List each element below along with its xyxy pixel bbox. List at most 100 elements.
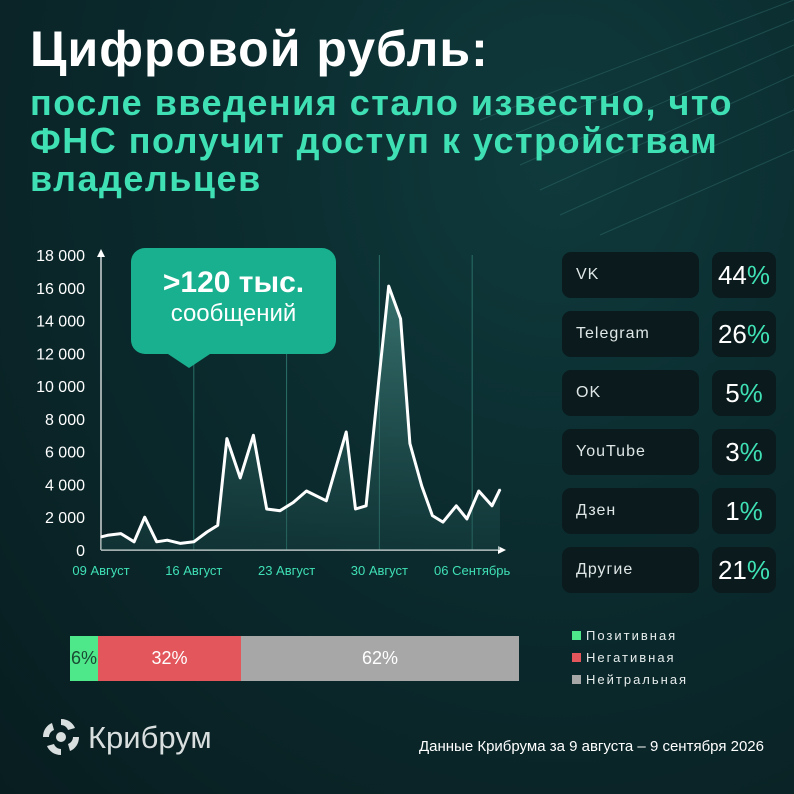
data-point: [442, 521, 444, 523]
messages-area-chart: 0 2 000 4 000 6 000 8 000 10 000 12 000 14 000 1…: [36, 248, 510, 578]
kribrum-logo-icon: [43, 719, 79, 755]
platform-percent-value: 5: [725, 378, 740, 408]
y-tick-label: 16 000: [36, 281, 85, 298]
x-tick-label: 09 Август: [72, 563, 129, 578]
legend-label: Позитивная: [586, 628, 678, 643]
x-tick-label: 30 Август: [351, 563, 408, 578]
platform-row-youtube: YouTube 3%: [562, 429, 776, 475]
y-tick-label: 12 000: [36, 346, 85, 363]
percent-sign: %: [746, 260, 771, 290]
platform-name: Другие: [562, 547, 699, 593]
x-tick-label: 23 Август: [258, 563, 315, 578]
data-point: [466, 518, 468, 520]
data-point: [179, 542, 182, 545]
data-point: [455, 505, 458, 507]
platform-percent-value: 21: [717, 555, 747, 585]
series-area: [101, 286, 500, 550]
data-point: [365, 505, 367, 507]
y-tick-label: 18 000: [36, 248, 85, 265]
data-point: [133, 541, 135, 543]
y-tick-label: 2 000: [45, 510, 85, 527]
platform-row-vk: VK 44%: [562, 252, 776, 298]
platform-name: VK: [562, 252, 699, 298]
data-point: [292, 501, 295, 504]
legend-label: Нейтральная: [586, 672, 689, 687]
data-point: [399, 318, 402, 320]
platform-percent: 1%: [712, 488, 776, 534]
platform-row-other: Другие 21%: [562, 547, 776, 593]
platform-percent: 26%: [712, 311, 776, 357]
data-point: [216, 524, 219, 527]
logo-wordmark: Крибрум: [88, 720, 212, 755]
platform-percent-value: 44: [717, 260, 747, 290]
data-point: [206, 531, 208, 533]
platform-percent: 44%: [712, 252, 776, 298]
data-point: [239, 477, 241, 479]
sentiment-positive-segment: 6%: [70, 636, 98, 681]
sentiment-stacked-bar: 6% 32% 62%: [70, 636, 519, 681]
data-point: [100, 536, 102, 538]
callout-pointer: [165, 352, 213, 368]
legend-label: Негативная: [586, 650, 676, 665]
percent-sign: %: [739, 378, 763, 408]
platform-percent: 3%: [712, 429, 776, 475]
platform-row-dzen: Дзен 1%: [562, 488, 776, 534]
callout-sub-label: сообщений: [170, 300, 297, 327]
data-point: [106, 534, 109, 537]
percent-sign: %: [746, 555, 771, 585]
platform-row-ok: OK 5%: [562, 370, 776, 416]
y-tick-label: 8 000: [45, 412, 85, 429]
data-point: [305, 490, 308, 492]
platform-name: YouTube: [562, 429, 699, 475]
data-point: [155, 541, 158, 543]
data-point: [143, 516, 146, 518]
platform-percent-value: 3: [725, 437, 740, 467]
data-point: [499, 488, 501, 491]
data-point: [478, 490, 480, 492]
y-tick-label: 4 000: [45, 477, 85, 494]
data-point: [166, 539, 169, 541]
data-point: [226, 437, 228, 440]
data-point: [279, 509, 281, 512]
percent-sign: %: [739, 437, 763, 467]
platform-row-telegram: Telegram 26%: [562, 311, 776, 357]
data-point: [387, 285, 390, 287]
y-axis-arrow: [97, 249, 105, 257]
data-source-note: Данные Крибрума за 9 августа – 9 сентябр…: [418, 738, 764, 755]
data-point: [345, 431, 348, 433]
data-point: [431, 514, 434, 517]
data-point: [120, 532, 122, 535]
legend-swatch-neutral: [572, 675, 581, 684]
percent-sign: %: [746, 319, 771, 349]
sentiment-neutral-segment: 62%: [241, 636, 519, 681]
data-point: [325, 500, 328, 502]
legend-item-negative: Негативная: [572, 650, 688, 672]
legend-swatch-positive: [572, 631, 581, 640]
y-tick-label: 6 000: [45, 445, 85, 462]
data-point: [354, 508, 357, 510]
platform-percent: 5%: [712, 370, 776, 416]
data-point: [265, 508, 268, 510]
page-subtitle: после введения стало известно, что ФНС п…: [30, 82, 733, 199]
data-point: [409, 442, 411, 445]
data-point: [378, 373, 381, 376]
platform-percent-value: 1: [725, 496, 740, 526]
sentiment-negative-segment: 32%: [98, 636, 241, 681]
data-point: [252, 434, 255, 437]
data-point: [193, 541, 195, 543]
legend-item-neutral: Нейтральная: [572, 672, 688, 694]
page-title: Цифровой рубль:: [30, 21, 489, 77]
legend-item-positive: Позитивная: [572, 628, 688, 650]
platform-name: OK: [562, 370, 699, 416]
sentiment-legend: Позитивная Негативная Нейтральная: [572, 628, 688, 694]
platform-percent: 21%: [712, 547, 776, 593]
x-tick-label: 16 Август: [165, 563, 222, 578]
data-point: [491, 505, 493, 507]
total-messages-callout: >120 тыс. сообщений: [131, 248, 336, 368]
platform-percent-value: 26: [717, 319, 747, 349]
series-line: [100, 284, 502, 545]
y-tick-label: 10 000: [36, 379, 85, 396]
callout-main-value: >120 тыс.: [162, 266, 305, 299]
y-tick-label: 14 000: [36, 314, 85, 331]
platform-name: Telegram: [562, 311, 699, 357]
